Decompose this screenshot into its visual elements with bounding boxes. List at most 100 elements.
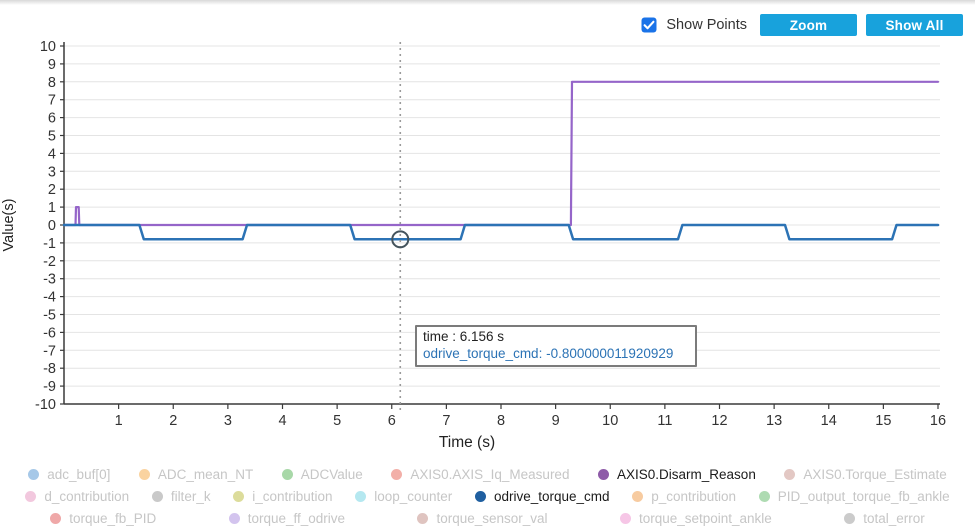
legend-dot (758, 490, 770, 502)
legend-item-loop_counter[interactable]: loop_counter (355, 489, 452, 504)
legend-dot (281, 468, 293, 480)
legend-dot (50, 512, 62, 524)
x-tick-label: 6 (388, 413, 396, 429)
legend-dot (233, 490, 245, 502)
legend-label: p_contribution (651, 488, 737, 504)
series-line-AXIS0.Disarm_Reason (62, 80, 940, 227)
x-tick-label: 4 (278, 413, 286, 429)
x-tick-label: 13 (766, 413, 782, 429)
y-tick-label: 10 (40, 39, 56, 55)
y-tick-label: -8 (43, 361, 56, 377)
x-tick-label: 9 (552, 413, 560, 429)
x-tick-label: 14 (821, 413, 837, 429)
legend-item-AXIS0.Disarm_Reason[interactable]: AXIS0.Disarm_Reason (598, 467, 756, 482)
tooltip-time-value: time : 6.156 s (423, 329, 505, 344)
legend-item-d_contribution[interactable]: d_contribution (25, 489, 129, 504)
legend-item-torque_fb_PID[interactable]: torque_fb_PID (50, 511, 156, 526)
legend-item-AXIS0.Torque_Estimate[interactable]: AXIS0.Torque_Estimate (784, 466, 947, 482)
legend-label: AXIS0.Torque_Estimate (803, 466, 947, 482)
x-tick-label: 8 (497, 413, 505, 429)
legend-item-ADCValue[interactable]: ADCValue (281, 466, 363, 482)
legend-label: odrive_torque_cmd (493, 488, 610, 504)
legend-item-PID_output_torque_fb_ankle[interactable]: PID_output_torque_fb_ankle (758, 488, 950, 504)
x-tick-label: 3 (224, 413, 232, 429)
y-tick-label: -5 (43, 308, 56, 324)
y-tick-label: 1 (48, 200, 56, 216)
legend-dot (417, 512, 429, 524)
legend-item-i_contribution[interactable]: i_contribution (233, 488, 333, 504)
y-tick-label: -3 (43, 272, 56, 288)
legend-item-odrive_torque_cmd[interactable]: odrive_torque_cmd (474, 488, 610, 504)
legend-label: ADCValue (300, 466, 363, 482)
zoom-button[interactable]: Zoom (760, 14, 857, 36)
legend-row: d_contribution filter_k i_contribution loop… (0, 485, 975, 507)
legend-label: ADC_mean_NT (157, 466, 254, 482)
legend-dot (25, 490, 37, 502)
legend-item-AXIS0.AXIS_Iq_Measured[interactable]: AXIS0.AXIS_Iq_Measured (391, 467, 569, 482)
legend-label: AXIS0.Disarm_Reason (617, 466, 756, 482)
legend-dot (228, 512, 240, 524)
y-tick-label: 7 (48, 93, 56, 109)
tooltip-series-value: odrive_torque_cmd: -0.800000011920929 (423, 345, 674, 361)
legend-item-torque_sensor_val[interactable]: torque_sensor_val (417, 510, 548, 526)
legend-label: i_contribution (252, 488, 333, 504)
legend-dot (598, 468, 610, 480)
legend-dot (784, 468, 796, 480)
y-tick-label: -10 (35, 397, 56, 413)
legend-label: d_contribution (44, 488, 130, 504)
legend-label: total_error (863, 510, 925, 526)
x-tick-label: 12 (711, 413, 727, 429)
toolbar: Show Points Zoom Show All (641, 13, 963, 37)
legend-label: torque_sensor_val (436, 510, 548, 526)
show-points-label: Show Points (666, 17, 747, 33)
legend-item-adc_buf[0][interactable]: adc_buf[0] (28, 467, 110, 482)
x-tick-label: 5 (333, 413, 341, 429)
legend-dot (391, 468, 403, 480)
legend-item-ADC_mean_NT[interactable]: ADC_mean_NT (138, 466, 254, 482)
y-tick-label: 0 (48, 218, 56, 234)
chart-legend: adc_buf[0] ADC_mean_NT ADCValue AXIS0.AXIS_… (0, 463, 975, 529)
checkmark-icon (641, 17, 657, 33)
x-tick-label: 16 (930, 413, 946, 429)
y-tick-label: 3 (48, 164, 56, 180)
legend-item-total_error[interactable]: total_error (844, 511, 925, 526)
legend-dot (355, 490, 367, 502)
legend-label: torque_ff_odrive (247, 510, 346, 526)
y-tick-label: 9 (48, 57, 56, 73)
x-tick-label: 11 (657, 413, 672, 429)
legend-label: adc_buf[0] (47, 466, 111, 482)
legend-row: adc_buf[0] ADC_mean_NT ADCValue AXIS0.AXIS_… (0, 463, 975, 485)
legend-label: PID_output_torque_fb_ankle (777, 488, 950, 504)
show-all-button[interactable]: Show All (866, 14, 963, 36)
y-tick-label: -9 (43, 379, 56, 395)
y-tick-label: -6 (43, 325, 56, 341)
x-tick-label: 10 (602, 413, 618, 429)
legend-dot (474, 490, 486, 502)
show-points-checkbox[interactable] (641, 17, 657, 33)
x-tick-label: 15 (875, 413, 891, 429)
legend-item-torque_setpoint_ankle[interactable]: torque_setpoint_ankle (619, 510, 772, 526)
legend-item-torque_ff_odrive[interactable]: torque_ff_odrive (228, 510, 346, 526)
x-tick-label: 2 (169, 413, 177, 429)
legend-dot (844, 512, 856, 524)
y-tick-label: 6 (48, 111, 56, 127)
legend-dot (151, 490, 163, 502)
legend-item-p_contribution[interactable]: p_contribution (632, 489, 736, 504)
y-tick-label: 5 (48, 129, 56, 145)
point-marker (391, 230, 410, 249)
series-line-odrive_torque_cmd (62, 223, 940, 241)
legend-label: torque_setpoint_ankle (638, 510, 772, 526)
y-tick-label: -1 (43, 236, 56, 252)
y-tick-label: -4 (43, 290, 56, 306)
chart-tooltip: time : 6.156 s odrive_torque_cmd: -0.800… (415, 325, 697, 367)
legend-label: AXIS0.AXIS_Iq_Measured (410, 466, 570, 482)
legend-item-filter_k[interactable]: filter_k (151, 489, 211, 504)
y-tick-label: -7 (43, 343, 56, 359)
legend-label: torque_fb_PID (69, 510, 157, 526)
y-tick-label: 2 (48, 182, 56, 198)
legend-dot (28, 468, 40, 480)
y-tick-label: 4 (48, 146, 56, 162)
y-axis-title: Value(s) (1, 199, 17, 252)
legend-dot (619, 512, 631, 524)
